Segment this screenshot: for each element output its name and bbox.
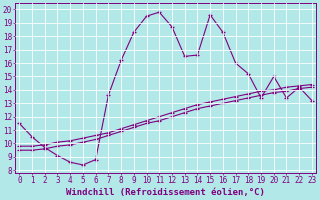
X-axis label: Windchill (Refroidissement éolien,°C): Windchill (Refroidissement éolien,°C): [66, 188, 265, 197]
